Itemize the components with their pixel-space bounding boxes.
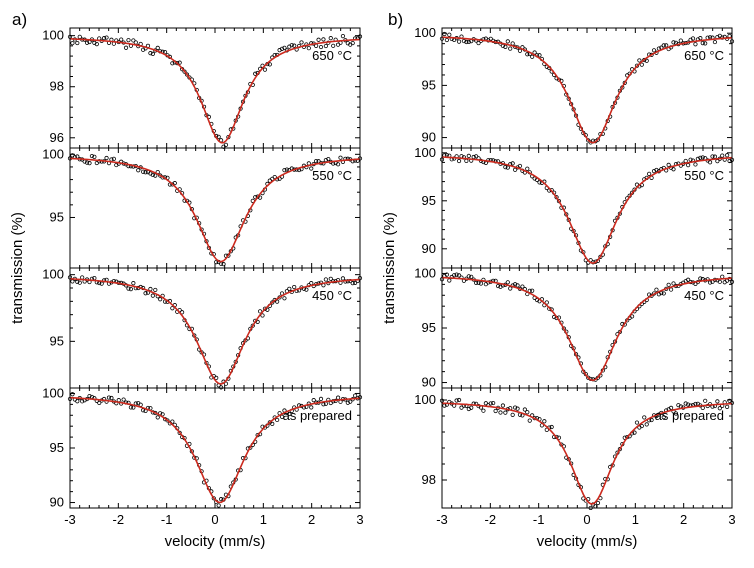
subplot-frame (442, 148, 732, 268)
y-tick-label: 100 (414, 265, 436, 280)
y-tick-label: 95 (50, 333, 64, 348)
panel-letter-b: b) (388, 10, 403, 30)
x-tick-label: 0 (583, 512, 590, 527)
y-tick-label: 90 (422, 375, 436, 390)
x-tick-label: 1 (632, 512, 639, 527)
y-tick-label: 98 (50, 79, 64, 94)
subplot-frame (70, 148, 360, 268)
x-tick-label: -2 (485, 512, 497, 527)
y-tick-label: 90 (422, 241, 436, 256)
x-tick-label: 2 (308, 512, 315, 527)
spectrum-label: 650 °C (312, 48, 352, 63)
y-tick-label: 100 (414, 145, 436, 160)
x-tick-label: -1 (533, 512, 545, 527)
x-tick-label: 3 (728, 512, 735, 527)
y-tick-label: 100 (42, 267, 64, 282)
y-tick-label: 95 (50, 209, 64, 224)
x-tick-label: 0 (211, 512, 218, 527)
y-tick-label: 100 (414, 25, 436, 40)
plot-svg: transmission (%)velocity (mm/s)969810065… (0, 0, 754, 568)
spectrum-label: as prepared (283, 408, 352, 423)
y-tick-label: 100 (42, 28, 64, 43)
x-tick-label: -1 (161, 512, 173, 527)
subplot-frame (70, 388, 360, 508)
y-tick-label: 90 (422, 130, 436, 145)
x-tick-label: -2 (113, 512, 125, 527)
x-tick-label: 1 (260, 512, 267, 527)
subplot-frame (442, 28, 732, 148)
spectrum-label: 450 °C (684, 288, 724, 303)
spectrum-label: 550 °C (684, 168, 724, 183)
y-axis-title: transmission (%) (381, 212, 398, 324)
spectrum-label: 650 °C (684, 48, 724, 63)
y-tick-label: 95 (422, 193, 436, 208)
y-tick-label: 95 (422, 320, 436, 335)
panel-letter-a: a) (12, 10, 27, 30)
x-axis-title: velocity (mm/s) (537, 533, 638, 550)
y-axis-title: transmission (%) (9, 212, 26, 324)
y-tick-label: 90 (50, 495, 64, 510)
x-axis-title: velocity (mm/s) (165, 533, 266, 550)
y-tick-label: 100 (414, 392, 436, 407)
figure-root: a) b) transmission (%) velocity (mm/s) 96 9… (0, 0, 754, 568)
y-tick-label: 98 (422, 472, 436, 487)
y-tick-label: 96 (50, 130, 64, 145)
spectrum-label: 550 °C (312, 168, 352, 183)
x-tick-label: 2 (680, 512, 687, 527)
x-tick-label: 3 (356, 512, 363, 527)
y-tick-label: 95 (50, 440, 64, 455)
spectrum-label: 450 °C (312, 288, 352, 303)
x-tick-label: -3 (436, 512, 448, 527)
y-tick-label: 100 (42, 385, 64, 400)
y-tick-label: 95 (422, 77, 436, 92)
y-tick-label: 100 (42, 146, 64, 161)
x-tick-label: -3 (64, 512, 76, 527)
spectrum-label: as prepared (655, 408, 724, 423)
